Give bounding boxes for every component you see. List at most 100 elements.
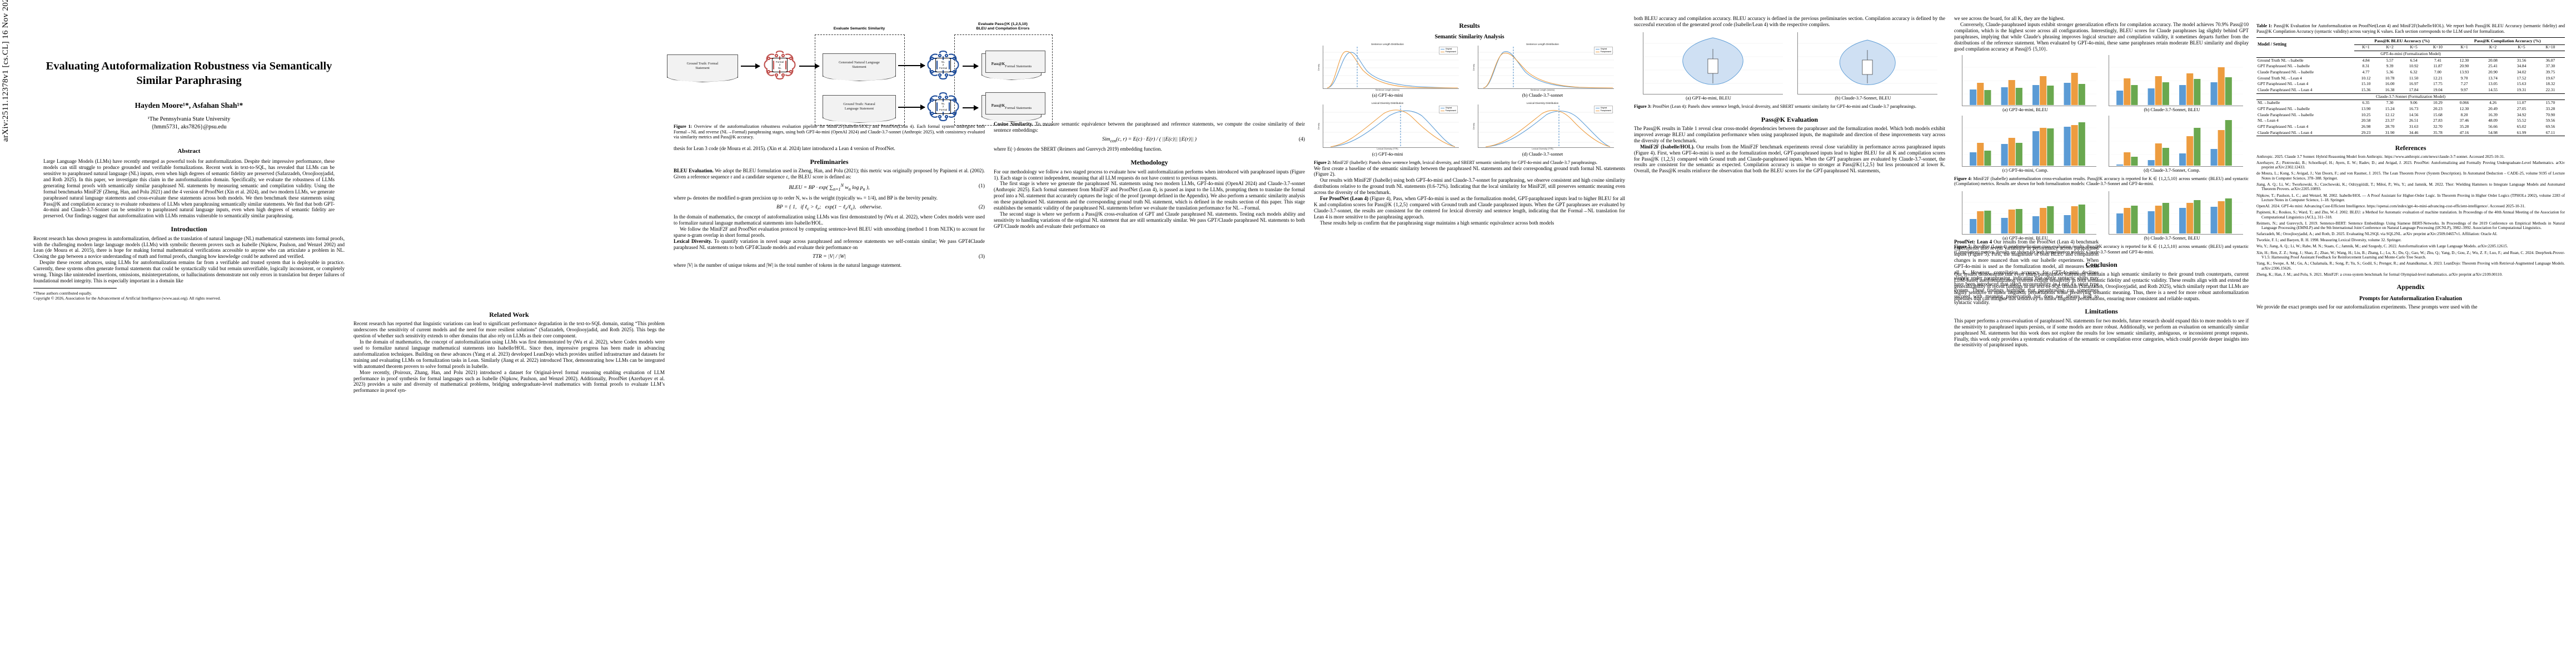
table-1-cell: 27.05 xyxy=(2517,106,2527,111)
chart-d-lexical-diversity-claude: Density Original Paraphr xyxy=(1473,104,1614,148)
table-1-row-label: GPT Paraphrased NL→Lean 4 xyxy=(2258,81,2309,87)
lexical-tail: where |V| is the number of unique tokens… xyxy=(674,262,902,268)
table-row: Claude Paraphrased NL→Isabelle 4.77 5.36… xyxy=(2256,69,2565,76)
table-1-row-label: GPT Paraphrased NL→Isabelle xyxy=(2258,63,2310,69)
chart-d-curves xyxy=(1478,106,1614,147)
table-1-cell: 34.84 xyxy=(2517,63,2527,69)
table-1-row-label: Claude Paraphrased NL→Isabelle xyxy=(2258,112,2314,117)
chart-b-xlabel: Sentence Length (tokens) xyxy=(1530,89,1555,92)
figure-2-caption: Figure 2: MiniF2F (Isabelle): Panels sho… xyxy=(1314,160,1598,165)
column-proofnet-text: ProofNet: Lean 4 Our results from the Pr… xyxy=(1954,239,2099,306)
proofnet-lean4-para: ProofNet: Lean 4 Our results from the Pr… xyxy=(1954,239,2099,306)
table-1-row-label: Ground Truth NL→Isabelle xyxy=(2258,57,2304,63)
arrow-1 xyxy=(741,63,760,69)
chart-fig4-d xyxy=(2109,115,2243,167)
table-1-row-label: Claude Paraphrased NL→Lean 4 xyxy=(2256,87,2354,94)
table-1-cell: 54.98 xyxy=(2478,130,2508,137)
figure-4-subcaption-d: (d) Claude-3.7-Sonnet, Comp. xyxy=(2144,167,2200,173)
table-1-cell: 56.66 xyxy=(2488,123,2498,129)
table-1-cell: 8.20 xyxy=(2460,112,2468,117)
table-1-cell: 15.24 xyxy=(2385,106,2395,111)
table-1-cell: 4.84 xyxy=(2362,57,2370,63)
table-1-cell: 23.37 xyxy=(2385,118,2395,123)
table-1-cell: 26.51 xyxy=(2409,118,2419,123)
figure-3-subcaption-a: (a) GPT-4o-mini, BLEU xyxy=(1686,95,1731,101)
table-row: Ground Truth NL→Lean 4 10.12 10.78 11.50… xyxy=(2256,76,2565,82)
node-ground-truth-nl: Ground Truth: Natural Language Statement xyxy=(823,95,896,118)
figure-2-subcaption-a: (a) GPT-4o-mini xyxy=(1372,92,1403,98)
page-title: Evaluating Autoformalization Robustness … xyxy=(46,60,332,87)
table-1-cell: 47.16 xyxy=(2450,130,2479,137)
chart-fig4-c-axes xyxy=(1962,115,2096,167)
chart-fig4-d-bars xyxy=(2109,120,2243,166)
chart-b-legend: Original Paraphrased xyxy=(1594,47,1613,55)
list-item: OpenAI. 2024. GPT-4o mini: Advancing Cos… xyxy=(2256,204,2525,209)
list-item: Jiang, A. Q.; Li, W.; Tworkowski, S.; Cz… xyxy=(2256,182,2565,192)
table-1-cell: 0.066 xyxy=(2459,100,2469,106)
table-1: Model / Setting Pass@K BLEU Accuracy (%)… xyxy=(2256,37,2565,137)
table-1-cell: 7.41 xyxy=(2434,57,2442,63)
appendix-text: We provide the exact prompts used for ou… xyxy=(2256,303,2478,310)
table-1-cell: 7.00 xyxy=(2434,69,2442,75)
figure-2-subcaption-c: (c) GPT-4o-mini xyxy=(1372,151,1403,157)
figure-2: Sentence Length Distribution Density xyxy=(1314,43,1625,157)
table-1-cell: 15.70 xyxy=(2545,100,2555,106)
chart-d-legend: Original Paraphrased xyxy=(1594,106,1613,114)
figure-4: (a) GPT-4o-mini, BLEU xyxy=(1954,55,2249,173)
table-1-header-row-1: Model / Setting Pass@K BLEU Accuracy (%)… xyxy=(2256,37,2565,51)
chart-a-curves xyxy=(1323,47,1459,88)
list-item: de Moura, L.; Kong, S.; Avigad, J.; Van … xyxy=(2256,171,2565,181)
table-1-k-header-5: K=2 xyxy=(2478,44,2508,52)
table-row: GPT Paraphrased NL→Isabelle 8.31 9.39 10… xyxy=(2256,64,2565,70)
table-1-row-label: Claude Paraphrased NL→Isabelle xyxy=(2258,69,2314,75)
table-row: NL→Lean 4 20.58 23.37 26.51 27.83 37.46 … xyxy=(2256,118,2565,124)
bleu-lead: BLEU Evaluation. xyxy=(674,168,714,174)
table-row: Ground Truth NL→Isabelle 4.84 5.57 6.54 … xyxy=(2256,57,2565,63)
col7-lead: we see across the board, for all K, they… xyxy=(1954,16,2065,21)
table-1-cell: 17.84 xyxy=(2401,87,2426,94)
table-1-cell: 15.36 xyxy=(2354,87,2378,94)
cosine-lead: Cosine Similarity. xyxy=(994,121,1033,127)
nl2formal-chip-label-bottom: NL 2 Formal xyxy=(935,99,951,114)
table-1-cell: 10.25 xyxy=(2361,112,2371,117)
table-1-k-header-2: K=5 xyxy=(2401,44,2426,52)
figure-5-subcaption-b: (b) Claude-3.7-Sonnet, BLEU xyxy=(2144,236,2200,241)
node-generated-nl: Generated Natural Language Statement xyxy=(823,53,896,77)
list-item: Anthropic. 2025. Claude 3.7 Sonnet: Hybr… xyxy=(2256,154,2505,159)
table-1-cell: 20.90 xyxy=(2459,63,2469,69)
table-1-cell: 31.63 xyxy=(2409,123,2419,129)
proofnet-lean4-lead: ProofNet: Lean 4 xyxy=(1954,239,1992,245)
chart-fig4-b-axes xyxy=(2109,55,2243,107)
intro-para-1: Recent research has shown progress in au… xyxy=(33,235,345,260)
chart-fig4-d-axes xyxy=(2109,115,2243,167)
limitations-text: This paper performs a cross-evaluation o… xyxy=(1954,317,2249,348)
section-heading-methodology: Methodology xyxy=(1130,158,1168,167)
table-1-cell: 8.31 xyxy=(2362,63,2370,69)
column-2: Related Work Recent research has reporte… xyxy=(353,16,665,394)
list-item: Tworkie, F. I.; and Baeyen, R. H. 1998. … xyxy=(2256,238,2401,243)
table-1-col0-header: Model / Setting xyxy=(2256,37,2354,51)
table-1-cell: 26.98 xyxy=(2361,123,2371,129)
table-1-cell: 15.68 xyxy=(2433,112,2443,117)
table-1-cell: 61.99 xyxy=(2507,130,2536,137)
figure-4-subcaption-b: (b) Claude-3.7-Sonnet, BLEU xyxy=(2144,107,2200,113)
section-heading-introduction: Introduction xyxy=(171,225,207,233)
passk-region xyxy=(954,34,1053,126)
table-1-cell: 11.50 xyxy=(2409,75,2419,81)
chart-a-sentence-length-gpt: Density Original xyxy=(1318,46,1459,89)
table-1-cell: 12.21 xyxy=(2433,75,2443,81)
table-1-cell: 20.08 xyxy=(2488,57,2498,63)
table-1-section-header-claude: Claude-3.7-Sonnet (Formalization Model) xyxy=(2256,93,2565,101)
semantic-similarity-region xyxy=(815,34,905,126)
proofnet-lead: For ProofNet (Lean 4) xyxy=(1320,196,1369,202)
chart-fig4-c-bars xyxy=(1962,122,2096,166)
figure-4-caption: Figure 4: MiniF2F (Isabelle) autoformali… xyxy=(1954,176,2249,187)
chart-fig5-b xyxy=(2109,191,2243,235)
table-1-cell: 67.11 xyxy=(2535,130,2565,137)
figure-4-subcaption-a: (a) GPT-4o-mini, BLEU xyxy=(2002,107,2048,113)
table-1-cell: 6.32 xyxy=(2410,69,2418,75)
table-1-section-header-gpt: GPT-4o-mini (Formalization Model) xyxy=(2256,51,2565,58)
figure-3-caption: Figure 3: ProofNet (Lean 4): Panels show… xyxy=(1634,103,1916,109)
chart-d-xlabel: Lexical Diversity (TTR) xyxy=(1532,148,1553,151)
conclusion-text: Our results demonstrate that even sharp … xyxy=(1954,271,2249,301)
